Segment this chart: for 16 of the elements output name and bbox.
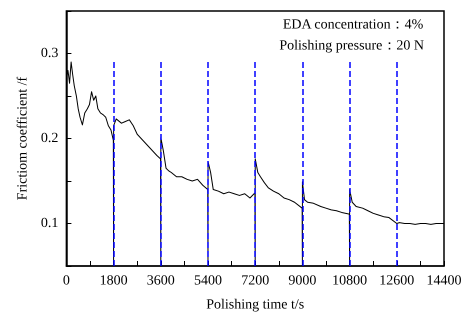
- x-tick-label: 9000: [288, 274, 316, 288]
- x-tick-label: 1800: [100, 274, 128, 288]
- annotation: Polishing pressure：20 N: [279, 38, 424, 54]
- x-tick-label: 5400: [194, 274, 222, 288]
- x-tick-label: 12600: [379, 274, 414, 288]
- x-tick-label: 10800: [332, 274, 368, 288]
- y-tick-label: 0.1: [40, 216, 58, 231]
- x-tick-label: 3600: [146, 274, 175, 288]
- x-axis-title: Polishing time t/s: [206, 298, 304, 312]
- annotation: EDA concentration：4%: [282, 18, 424, 32]
- y-tick-label: 0.2: [40, 131, 58, 146]
- x-tick-label: 7200: [241, 274, 270, 288]
- x-tick-label: 0: [62, 274, 70, 288]
- y-tick-label: 0.3: [40, 46, 58, 61]
- y-axis-title: Frictiom coefficient /f: [16, 76, 30, 200]
- x-tick-label: 14400: [426, 274, 462, 288]
